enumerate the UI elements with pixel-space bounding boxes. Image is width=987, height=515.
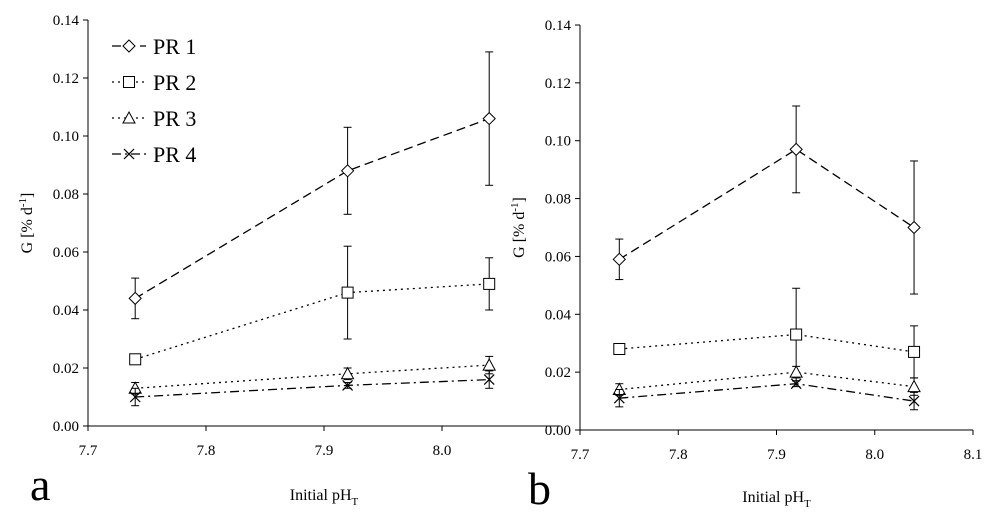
y-tick-label: 0.08 [53,187,79,203]
panel-letter: a [30,459,50,510]
series-pr-3 [128,355,497,395]
data-point [341,286,354,299]
y-axis-title: G [% d-1] [17,193,36,254]
data-point [790,378,802,390]
y-tick-label: 0.00 [545,423,571,439]
data-point [790,328,803,341]
data-point [129,353,142,366]
x-tick-label: 7.7 [79,443,98,459]
y-tick-label: 0.12 [545,76,571,92]
data-point [129,391,141,403]
y-tick-label: 0.04 [53,303,80,319]
data-point [613,343,626,355]
chart-panel-a: 0.00 0.02 0.04 0.06 0.08 0.10 0.12 0.14 7.7 7.8 7.… [17,13,560,510]
data-point [340,366,355,380]
legend: PR 1 PR 2 PR 3 PR 4 [112,34,196,167]
series-line [135,378,490,398]
legend-marker [123,148,135,160]
data-point [907,379,921,393]
series-pr-4 [613,378,920,411]
legend-marker [122,39,136,53]
x-tick-label: 7.8 [669,447,688,463]
data-point [483,374,495,386]
x-tick-label: 7.8 [197,443,216,459]
y-tick-label: 0.02 [545,365,571,381]
series-pr-1 [612,105,921,295]
data-point [613,392,625,404]
data-point [612,252,627,267]
data-point [128,291,142,306]
y-tick-label: 0.10 [545,134,571,150]
y-tick-label: 0.06 [545,249,572,265]
legend-marker [123,76,135,88]
chart-panel-b: 0.00 0.02 0.04 0.06 0.08 0.10 0.12 0.14 7.7 7.8 7.… [509,18,983,514]
y-tick-label: 0.14 [545,18,572,34]
legend-item: PR 1 [112,34,196,59]
y-tick-label: 0.00 [53,419,79,435]
y-tick-label: 0.04 [545,307,572,323]
x-tick-label: 8.0 [433,443,452,459]
series-line [619,383,915,402]
legend-item: PR 2 [112,70,196,95]
data-point [340,164,355,178]
x-tick-label: 8.0 [865,447,884,463]
data-point [908,395,920,407]
series-pr-2 [613,287,921,382]
data-point [482,111,496,126]
x-tick-label: 7.9 [767,447,786,463]
series-pr-4 [129,370,495,407]
legend-item: PR 3 [112,106,196,131]
legend-label: PR 2 [153,70,196,95]
legend-label: PR 1 [153,34,196,59]
data-point [907,220,921,235]
data-point [482,358,497,371]
data-point [483,277,496,290]
y-tick-label: 0.12 [53,71,79,87]
y-tick-label: 0.10 [53,129,79,145]
y-tick-label: 0.02 [53,361,79,377]
data-point [342,379,354,391]
panel-letter: b [528,463,551,510]
series-line [619,333,915,353]
legend-label: PR 3 [153,106,196,131]
series-line [135,364,490,389]
y-tick-label: 0.14 [53,13,80,29]
legend-marker [122,110,136,124]
x-axis-title: Initial pHT [742,489,811,510]
x-tick-label: 7.7 [571,447,590,463]
y-tick-label: 0.06 [53,245,80,261]
series-pr-1 [128,51,496,320]
legend-item: PR 4 [112,142,196,167]
data-point [908,345,921,358]
series-line [135,283,490,360]
series-pr-2 [129,245,496,366]
x-tick-label: 8.1 [964,447,983,463]
y-tick-label: 0.08 [545,192,571,208]
x-axis-title: Initial pHT [290,487,359,508]
data-point [789,365,803,378]
x-tick-label: 7.9 [315,443,334,459]
series-line [618,148,915,260]
legend-label: PR 4 [153,142,196,167]
series-line [619,371,915,391]
series-pr-3 [612,365,921,396]
y-axis-title: G [% d-1] [509,197,528,258]
data-point [789,142,803,157]
